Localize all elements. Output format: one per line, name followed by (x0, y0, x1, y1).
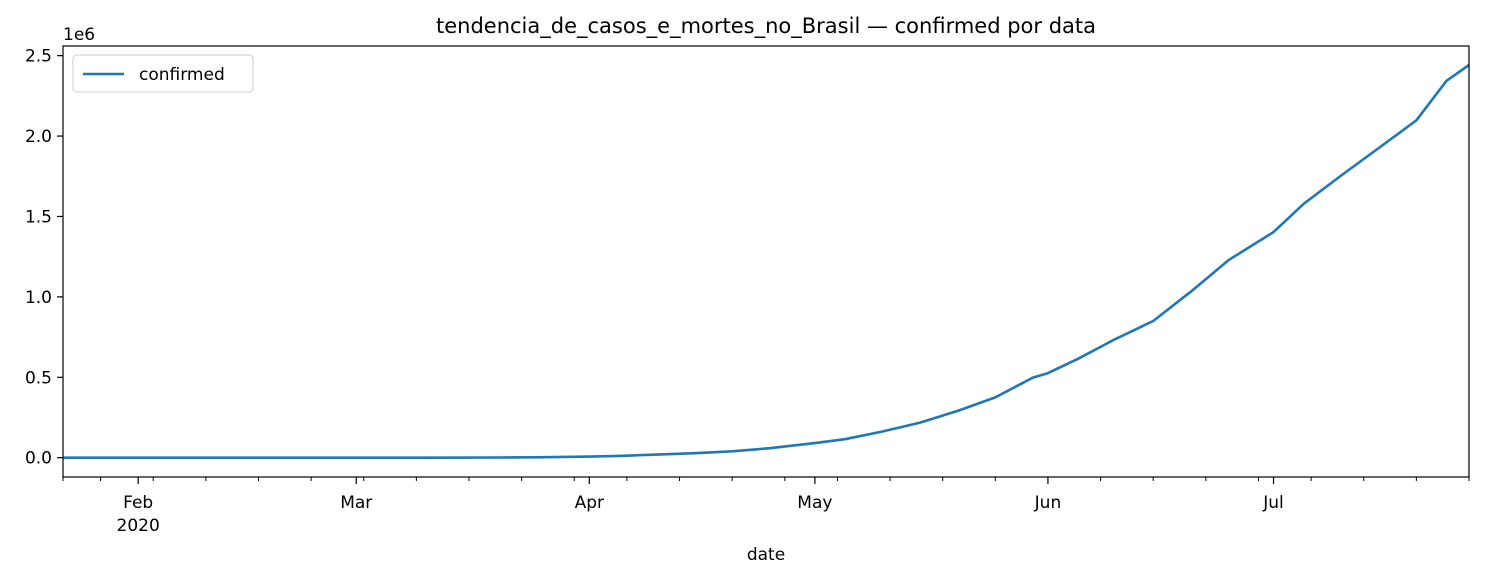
x-tick-sublabel: 2020 (117, 516, 160, 536)
x-tick-label: Jun (1034, 493, 1062, 513)
y-tick-label: 1.0 (25, 288, 52, 308)
y-tick-label: 2.5 (25, 47, 52, 67)
y-offset-label: 1e6 (63, 25, 95, 45)
y-tick-label: 2.0 (25, 127, 52, 147)
x-axis-label: date (747, 545, 785, 565)
x-tick-label: Apr (575, 493, 604, 513)
y-tick-label: 1.5 (25, 207, 52, 227)
x-tick-label: Mar (340, 493, 372, 513)
legend: confirmed (72, 54, 254, 93)
x-tick-label: Feb (123, 493, 153, 513)
legend-box (72, 54, 254, 93)
chart-title: tendencia_de_casos_e_mortes_no_Brasil — … (436, 14, 1096, 39)
plot-frame (62, 45, 1470, 478)
series-line-confirmed (63, 63, 1470, 460)
y-tick-label: 0.0 (25, 449, 52, 469)
y-tick-label: 0.5 (25, 368, 52, 388)
legend-label-confirmed: confirmed (139, 65, 225, 85)
y-axis: 0.0 0.5 1.0 1.5 2.0 2.5 (25, 47, 63, 469)
x-axis: Feb 2020 Mar Apr May Jun Jul (62, 477, 1470, 536)
series-layer (63, 63, 1470, 460)
x-tick-label: Jul (1262, 493, 1284, 513)
x-tick-label: May (797, 493, 832, 513)
